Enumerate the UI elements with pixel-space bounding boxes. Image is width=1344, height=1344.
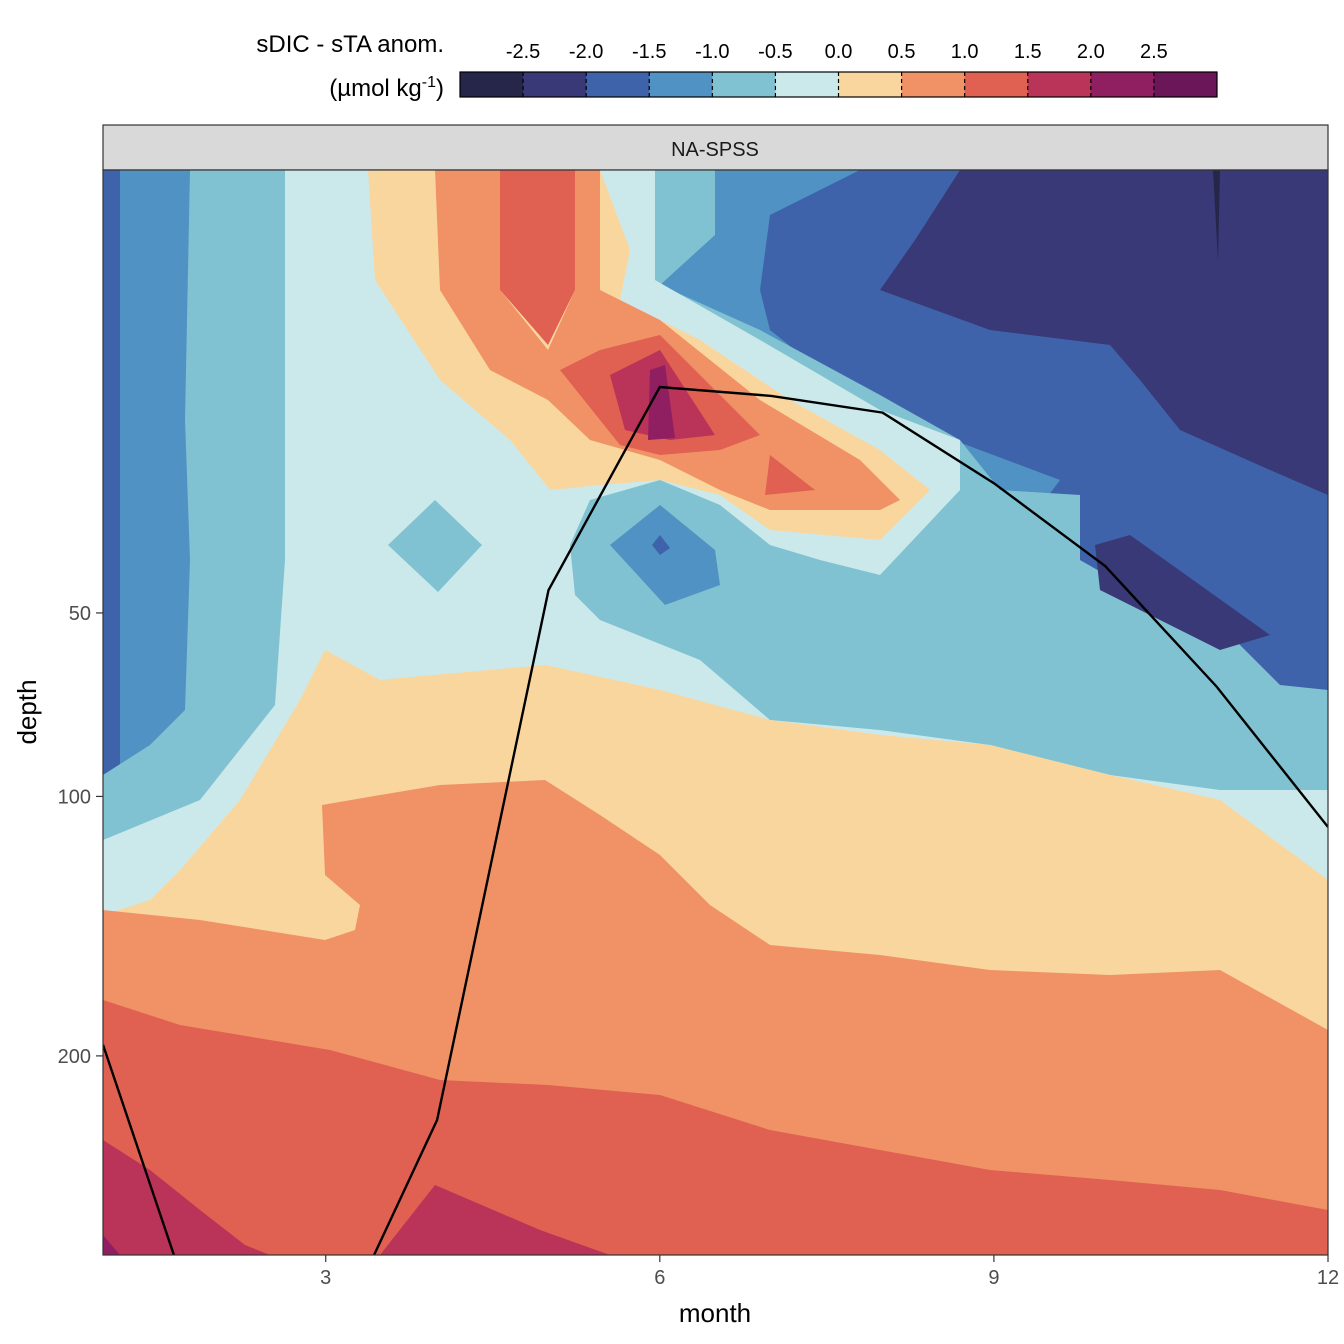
contour-band-neg2.5-spike — [1213, 170, 1220, 260]
x-tick-label: 12 — [1317, 1267, 1339, 1289]
legend-swatch — [1153, 72, 1218, 97]
legend-swatch — [901, 72, 966, 97]
y-tick-label: 200 — [58, 1046, 91, 1068]
x-axis-title: month — [679, 1298, 751, 1328]
legend-swatch — [712, 72, 776, 97]
legend-title: sDIC - sTA anom. — [256, 31, 444, 58]
contour-band-1.0-lower — [103, 1000, 1328, 1255]
contour-island-neg1.0 — [388, 500, 482, 592]
legend-tick-label: -2.0 — [569, 41, 603, 63]
contour-band-neg2.0-core — [652, 535, 670, 555]
legend-tick-labels: -2.5 -2.0 -1.5 -1.0 -0.5 0.0 0.5 1.0 1.5 2.0 2.5 — [506, 41, 1168, 97]
legend-tick-label: -2.5 — [506, 41, 540, 63]
x-tick-label: 6 — [654, 1267, 665, 1289]
legend-tick-label: -1.0 — [695, 41, 729, 63]
legend-tick-label: 2.5 — [1140, 41, 1168, 63]
contour-band-1.0-small — [765, 455, 815, 495]
contour-band-1.0-upper — [500, 170, 575, 345]
legend-swatch — [775, 72, 839, 97]
facet-strip: NA-SPSS — [102, 124, 1329, 171]
legend-swatch — [586, 72, 650, 97]
legend-swatch — [1090, 72, 1155, 97]
x-axis: 3 6 9 12 — [320, 1255, 1339, 1289]
legend-swatch — [964, 72, 1029, 97]
legend-tick-label: 0.0 — [825, 41, 853, 63]
legend-swatch — [649, 72, 713, 97]
legend: sDIC - sTA anom. (µmol kg-1) -2.5 -2.0 -1.… — [256, 31, 1218, 102]
contour-band-neg2.0-right — [1095, 535, 1270, 650]
x-tick-label: 3 — [320, 1267, 331, 1289]
contour-band-1.5-lower2 — [380, 1185, 610, 1255]
legend-tick-label: 1.0 — [951, 41, 979, 63]
legend-swatch — [838, 72, 903, 97]
facet-label: NA-SPSS — [671, 139, 759, 161]
legend-tick-label: 0.5 — [888, 41, 916, 63]
contour-band-neg1.5-core — [610, 505, 720, 605]
y-tick-label: 50 — [69, 603, 91, 625]
legend-tick-label: -1.5 — [632, 41, 666, 63]
legend-swatch — [460, 72, 524, 97]
legend-unit: (µmol kg-1) — [329, 74, 444, 102]
y-tick-label: 100 — [58, 786, 91, 808]
legend-swatch — [523, 72, 587, 97]
y-axis: 50 100 200 — [58, 603, 103, 1068]
facet-strip-background — [102, 124, 1329, 171]
plot-panel — [103, 170, 1328, 1255]
contour-band-0.5-upper — [435, 170, 900, 510]
x-tick-label: 9 — [988, 1267, 999, 1289]
legend-tick-label: 1.5 — [1014, 41, 1042, 63]
legend-swatch — [1027, 72, 1092, 97]
contour-band-2.0-corner — [103, 1235, 120, 1255]
contour-band-2.0 — [648, 365, 675, 440]
legend-colorbar — [459, 71, 1218, 98]
panel-border — [102, 169, 1329, 1256]
y-axis-title: depth — [12, 679, 42, 744]
mixed-layer-depth-line — [103, 385, 1328, 1255]
contour-band-neg2.0-upper — [880, 170, 1328, 495]
legend-tick-label: -0.5 — [758, 41, 792, 63]
legend-tick-label: 2.0 — [1077, 41, 1105, 63]
